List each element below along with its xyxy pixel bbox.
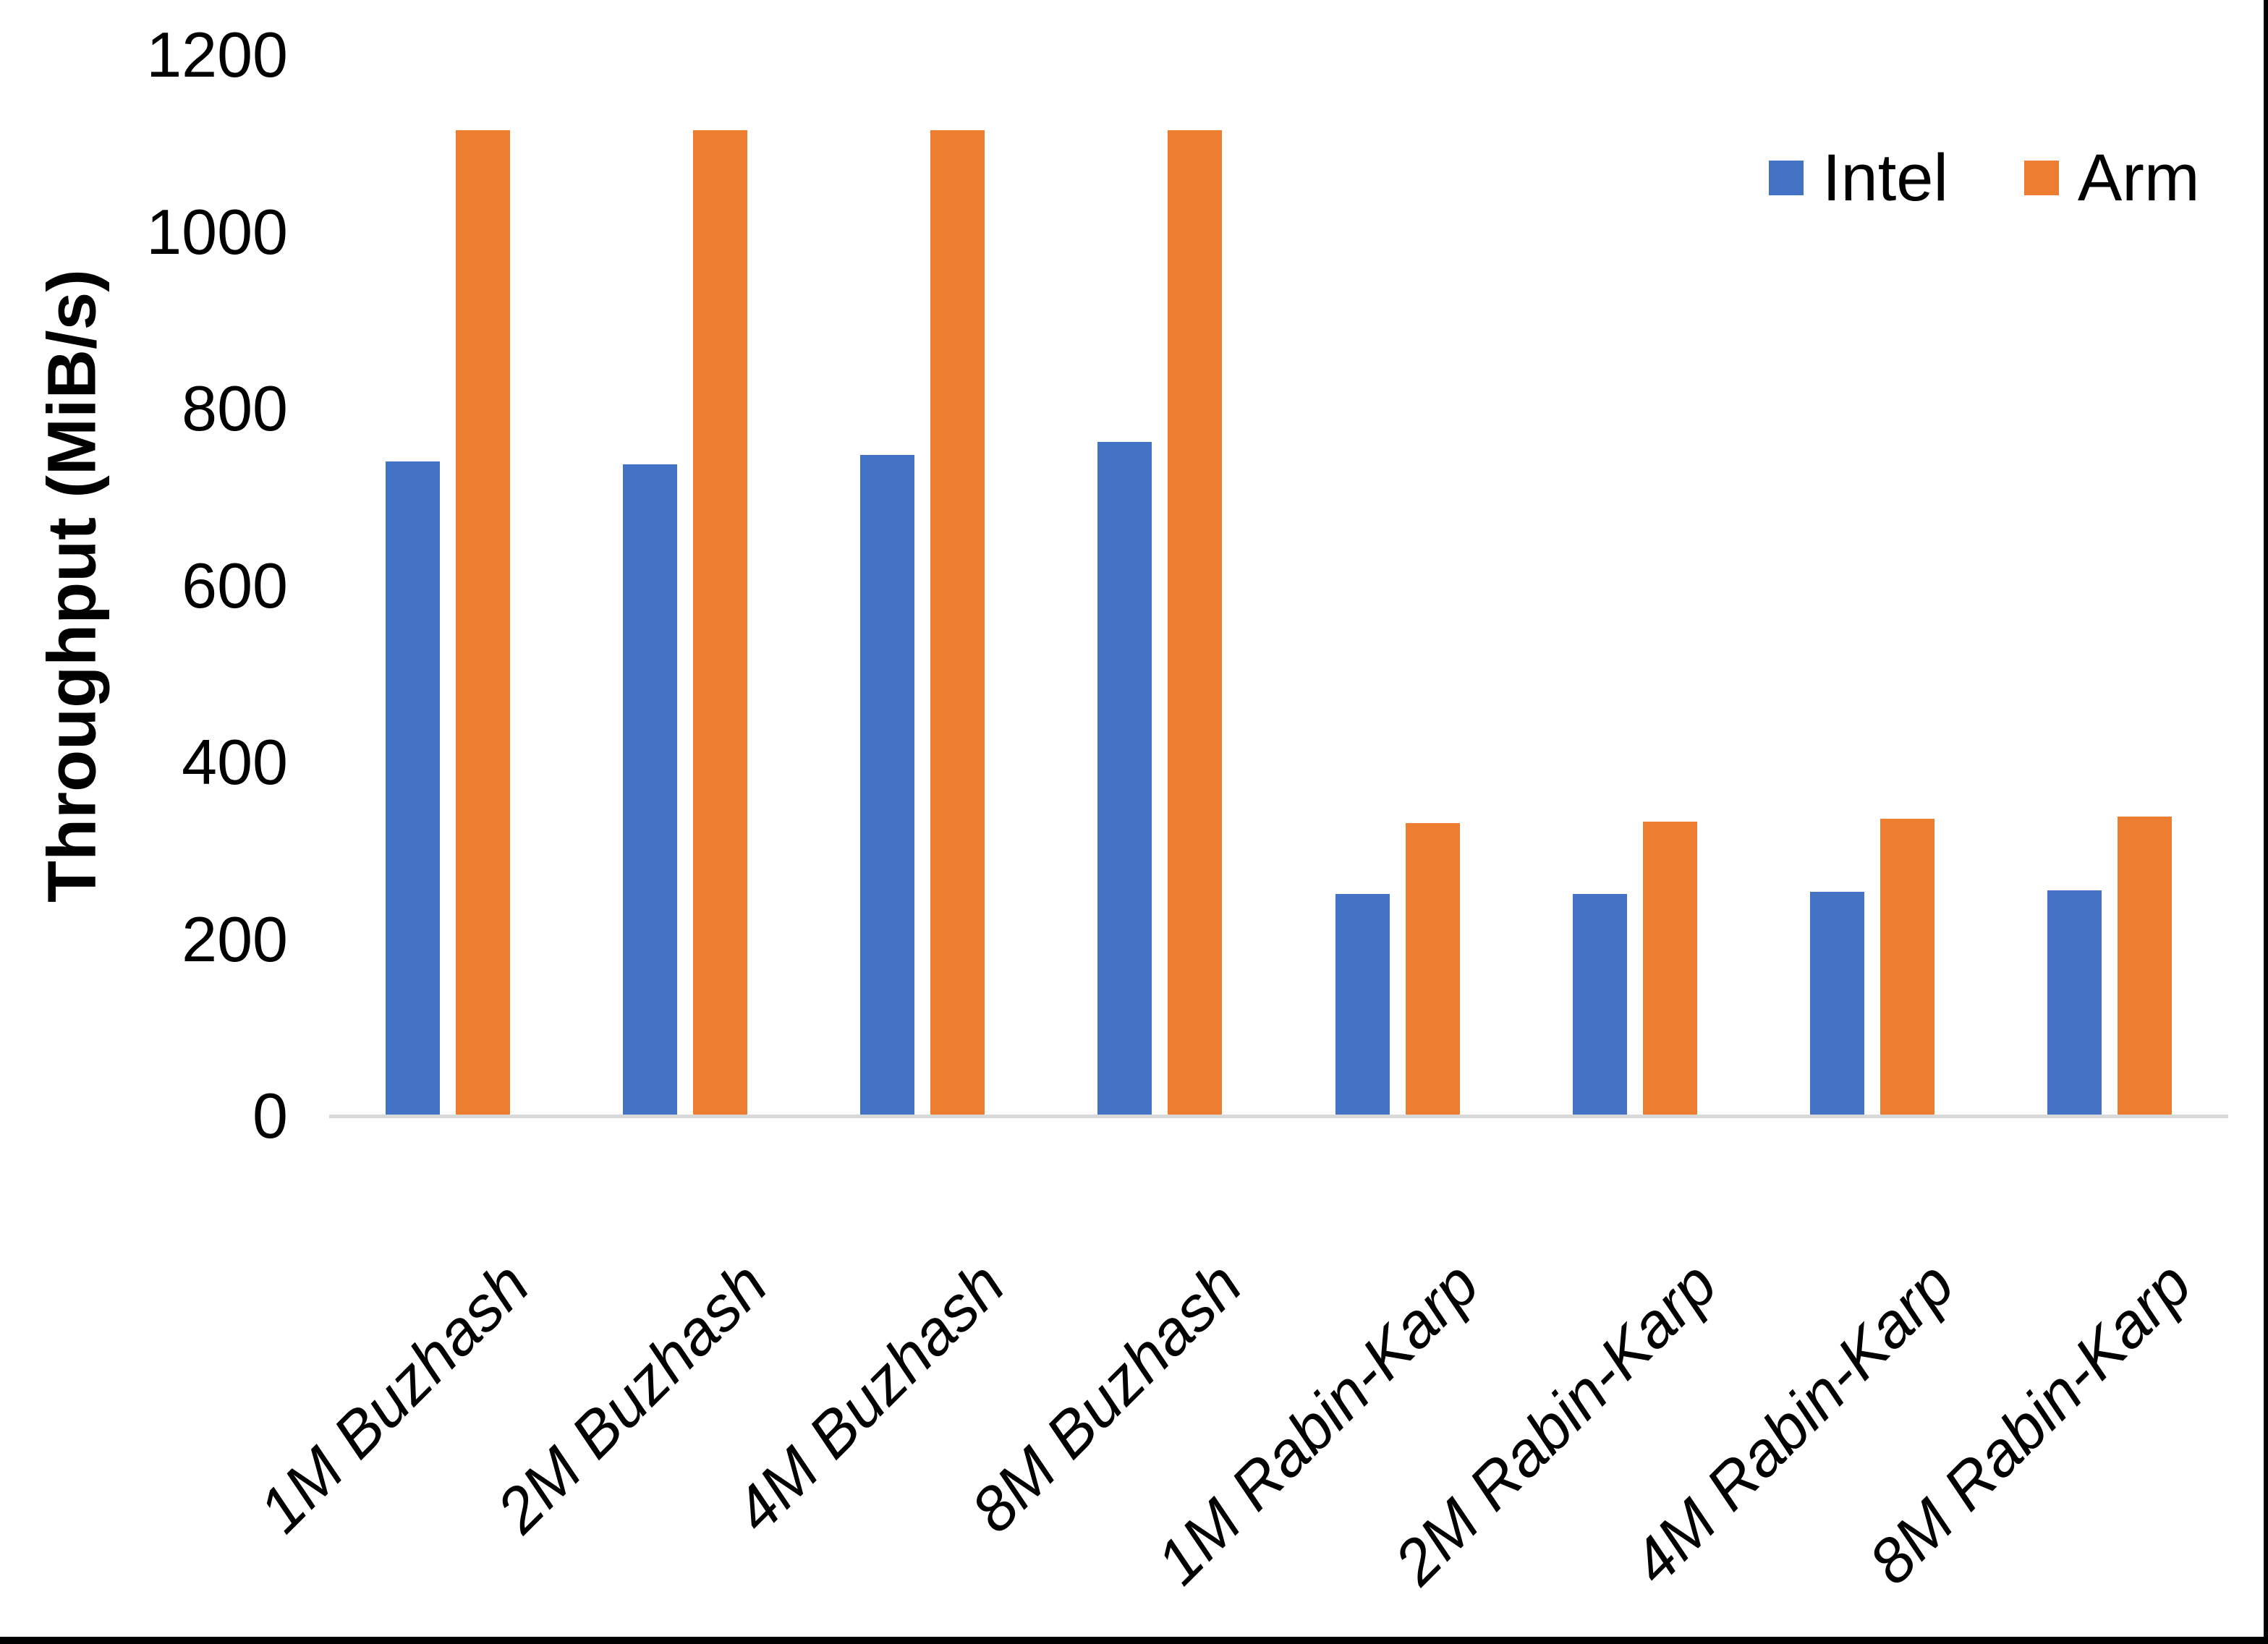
bar-intel xyxy=(386,461,441,1116)
legend-item-arm: Arm xyxy=(2023,141,2200,215)
bar-arm xyxy=(1642,821,1697,1116)
bar-arm xyxy=(456,129,511,1116)
y-axis-title: Throughput (MiB/s) xyxy=(33,269,111,903)
bar-arm xyxy=(1168,129,1223,1116)
bar-group xyxy=(1754,55,1991,1116)
frame-right-edge xyxy=(2264,0,2268,1644)
bar-arm xyxy=(1880,819,1934,1116)
bar-intel xyxy=(1572,894,1627,1116)
y-tick-label: 0 xyxy=(252,1080,288,1151)
bar-intel xyxy=(1335,894,1390,1116)
legend-label: Arm xyxy=(2077,141,2200,215)
bar-group xyxy=(1041,55,1278,1116)
bar-intel xyxy=(1097,442,1152,1116)
bar-intel xyxy=(623,464,678,1116)
y-tick-label: 800 xyxy=(182,372,288,444)
bar-intel xyxy=(1809,891,1864,1116)
bar-intel xyxy=(2047,890,2102,1116)
y-tick-label: 1000 xyxy=(146,195,288,268)
y-tick-label: 1200 xyxy=(146,19,288,90)
plot-area xyxy=(329,55,2228,1116)
bar-group xyxy=(1516,55,1754,1116)
bar-intel xyxy=(860,454,915,1116)
legend: Intel Arm xyxy=(1769,145,2200,211)
bar-group xyxy=(1279,55,1516,1116)
bar-group xyxy=(329,55,566,1116)
bar-arm xyxy=(693,129,748,1116)
legend-swatch-icon xyxy=(1769,161,1804,195)
frame-bottom-edge xyxy=(0,1637,2268,1644)
legend-item-intel: Intel xyxy=(1769,145,1948,211)
bar-group xyxy=(1991,55,2228,1116)
bar-group xyxy=(804,55,1041,1116)
bar-group xyxy=(566,55,804,1116)
x-axis-line xyxy=(329,1115,2228,1118)
legend-swatch-icon xyxy=(2023,161,2059,195)
legend-label: Intel xyxy=(1822,141,1948,215)
bar-arm xyxy=(930,129,985,1116)
bar-arm xyxy=(2117,816,2172,1116)
bar-arm xyxy=(1405,823,1460,1116)
y-tick-label: 600 xyxy=(182,549,288,621)
y-tick-label: 400 xyxy=(182,726,288,798)
y-tick-label: 200 xyxy=(182,903,288,975)
